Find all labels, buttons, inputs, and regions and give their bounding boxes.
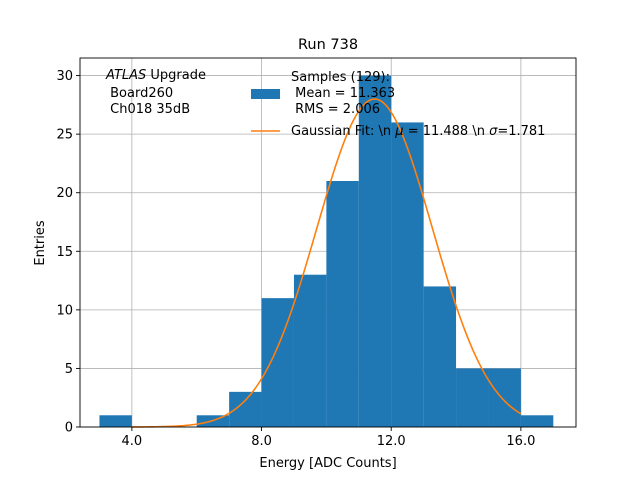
histogram-bar-13 (520, 415, 554, 427)
y-tick-label-3: 15 (56, 245, 73, 260)
axis-ticks: 4.0 8.0 12.0 16.0 0 5 10 15 20 25 30 (56, 69, 535, 449)
x-tick-label-1: 8.0 (251, 434, 272, 449)
histogram-bar-11 (456, 368, 489, 427)
legend-samples-line-1: Samples (129): (291, 70, 390, 85)
legend: Samples (129): Mean = 11.363 RMS = 2.006… (251, 70, 545, 139)
histogram-bars (99, 75, 554, 428)
histogram-bar-8 (358, 75, 392, 428)
y-tick-label-5: 25 (56, 128, 73, 143)
x-tick-label-2: 12.0 (377, 434, 406, 449)
y-tick-label-4: 20 (56, 186, 73, 201)
annotation-upgrade: Upgrade (146, 68, 206, 83)
histogram-bar-10 (423, 286, 457, 427)
annotation-line-1: ATLAS Upgrade (105, 68, 206, 83)
legend-samples-swatch (251, 89, 280, 99)
x-tick-label-3: 16.0 (506, 434, 535, 449)
atlas-annotation: ATLAS Upgrade Board260 Ch018 35dB (105, 68, 206, 117)
legend-samples-line-2: Mean = 11.363 (291, 86, 395, 101)
gaussian-fit-curve (131, 98, 522, 428)
legend-fit-prefix: Gaussian Fit: \n (291, 124, 395, 139)
histogram-bar-7 (326, 181, 359, 427)
histogram-bar-0 (99, 415, 132, 427)
x-axis-label: Energy [ADC Counts] (259, 456, 396, 471)
annotation-line-3: Ch018 35dB (106, 102, 190, 117)
y-tick-label-6: 30 (56, 69, 73, 84)
legend-fit-suffix: =1.781 (497, 124, 545, 139)
y-axis-label: Entries (33, 220, 48, 266)
legend-fit-sigma: σ (489, 124, 498, 139)
legend-fit-middle: = 11.488 \n (404, 124, 490, 139)
histogram-bar-6 (293, 274, 327, 427)
y-tick-label-0: 0 (65, 421, 73, 436)
histogram-bar-9 (391, 122, 424, 427)
annotation-line-2: Board260 (106, 86, 173, 101)
annotation-atlas: ATLAS (105, 68, 146, 83)
y-tick-label-1: 5 (65, 362, 73, 377)
chart-title: Run 738 (298, 37, 358, 53)
plot-frame (79, 57, 577, 428)
legend-samples-line-3: RMS = 2.006 (291, 102, 380, 117)
histogram-bar-12 (488, 368, 521, 427)
y-tick-label-2: 10 (56, 303, 73, 318)
x-tick-label-0: 4.0 (122, 434, 143, 449)
legend-fit-mu: μ (394, 124, 403, 139)
legend-fit-label: Gaussian Fit: \n μ = 11.488 \n σ=1.781 (291, 124, 545, 139)
